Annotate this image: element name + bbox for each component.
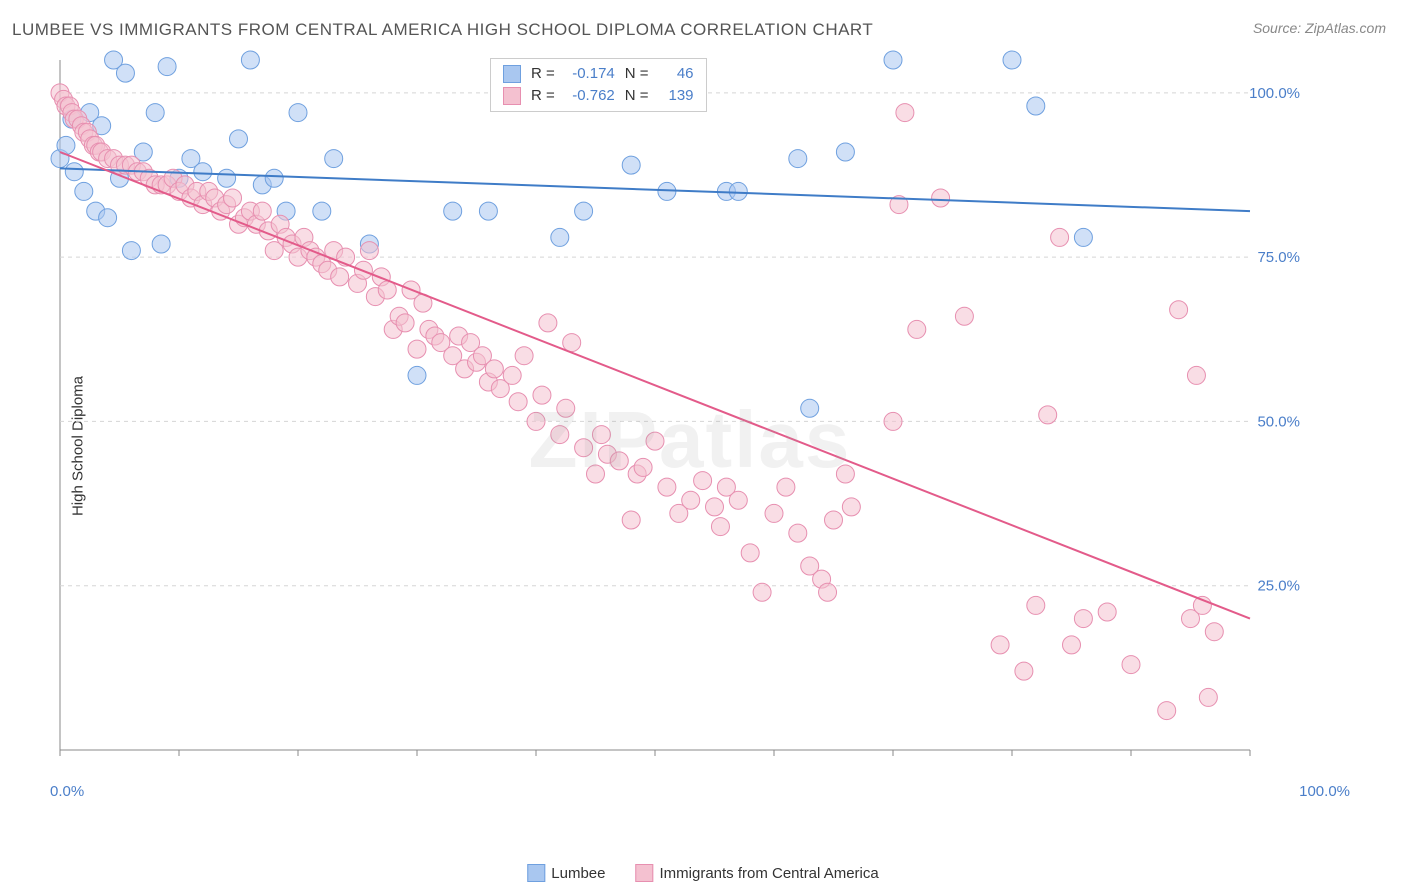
series-label: Lumbee: [551, 865, 605, 882]
svg-text:25.0%: 25.0%: [1257, 578, 1300, 595]
legend-n-label: N =: [625, 63, 649, 85]
chart-title: LUMBEE VS IMMIGRANTS FROM CENTRAL AMERIC…: [12, 20, 873, 40]
series-swatch: [527, 864, 545, 882]
series-legend-item: Immigrants from Central America: [635, 864, 878, 882]
scatter-chart: 25.0% 50.0% 75.0% 100.0%: [50, 50, 1330, 810]
legend-swatch: [503, 65, 521, 83]
series-swatch: [635, 864, 653, 882]
legend-r-value: -0.762: [565, 85, 615, 107]
svg-text:75.0%: 75.0%: [1257, 249, 1300, 266]
x-axis-min-label: 0.0%: [50, 783, 84, 800]
legend-r-value: -0.174: [565, 63, 615, 85]
legend-n-value: 139: [659, 85, 694, 107]
series-label: Immigrants from Central America: [659, 865, 878, 882]
correlation-legend-box: R = -0.174 N = 46 R = -0.762 N = 139: [490, 58, 707, 112]
legend-r-label: R =: [531, 85, 555, 107]
legend-swatch: [503, 87, 521, 105]
legend-n-value: 46: [659, 63, 694, 85]
source-attribution: Source: ZipAtlas.com: [1253, 20, 1386, 36]
legend-r-label: R =: [531, 63, 555, 85]
legend-row: R = -0.762 N = 139: [503, 85, 694, 107]
x-axis-max-label: 100.0%: [1299, 783, 1350, 800]
svg-text:50.0%: 50.0%: [1257, 413, 1300, 430]
series-legend: Lumbee Immigrants from Central America: [527, 864, 878, 882]
chart-container: 25.0%50.0%75.0%100.0% ZIPatlas R =-0.174…: [50, 50, 1330, 830]
series-legend-item: Lumbee: [527, 864, 605, 882]
legend-n-label: N =: [625, 85, 649, 107]
legend-row: R = -0.174 N = 46: [503, 63, 694, 85]
svg-text:100.0%: 100.0%: [1249, 85, 1300, 102]
